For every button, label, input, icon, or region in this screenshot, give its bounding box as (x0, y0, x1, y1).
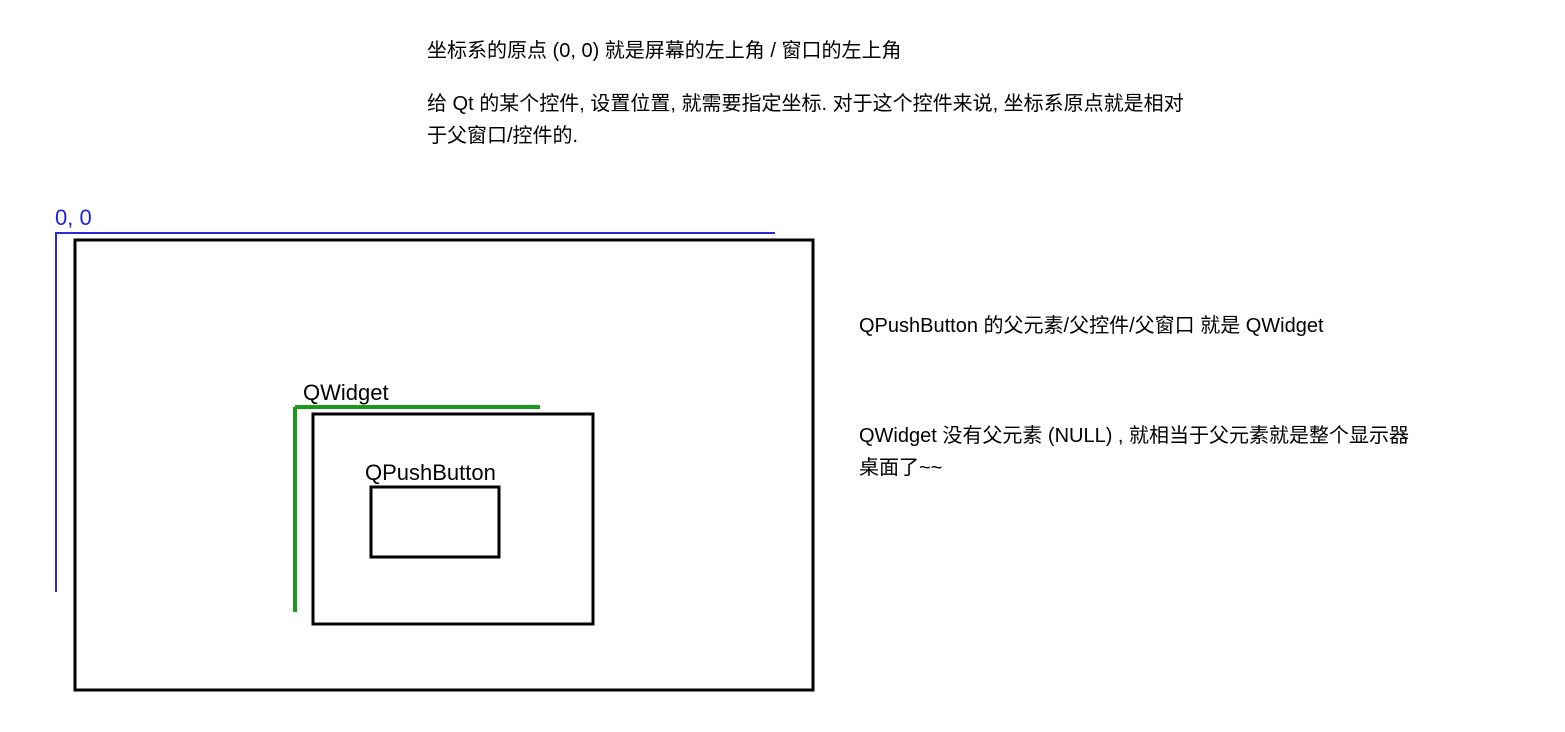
origin-label: 0, 0 (55, 205, 92, 231)
paragraph-1: 坐标系的原点 (0, 0) 就是屏幕的左上角 / 窗口的左上角 (427, 35, 901, 67)
paragraph-2: 给 Qt 的某个控件, 设置位置, 就需要指定坐标. 对于这个控件来说, 坐标系… (427, 88, 1184, 152)
qwidget-label: QWidget (303, 380, 389, 405)
note-2-line2: 桌面了~~ (859, 452, 1409, 484)
origin-label-text: 0, 0 (55, 205, 92, 230)
paragraph-2-line2: 于父窗口/控件的. (427, 120, 1184, 152)
note-1-text: QPushButton 的父元素/父控件/父窗口 就是 QWidget (859, 315, 1324, 337)
qpushbutton-label: QPushButton (365, 460, 496, 485)
paragraph-1-text: 坐标系的原点 (0, 0) 就是屏幕的左上角 / 窗口的左上角 (427, 40, 901, 62)
coordinate-diagram: QWidget QPushButton (55, 232, 835, 717)
paragraph-2-line1: 给 Qt 的某个控件, 设置位置, 就需要指定坐标. 对于这个控件来说, 坐标系… (427, 88, 1184, 120)
diagram-svg: QWidget QPushButton (55, 232, 835, 712)
note-2-line1: QWidget 没有父元素 (NULL) , 就相当于父元素就是整个显示器 (859, 420, 1409, 452)
note-2: QWidget 没有父元素 (NULL) , 就相当于父元素就是整个显示器 桌面… (859, 420, 1409, 484)
note-1: QPushButton 的父元素/父控件/父窗口 就是 QWidget (859, 310, 1324, 342)
